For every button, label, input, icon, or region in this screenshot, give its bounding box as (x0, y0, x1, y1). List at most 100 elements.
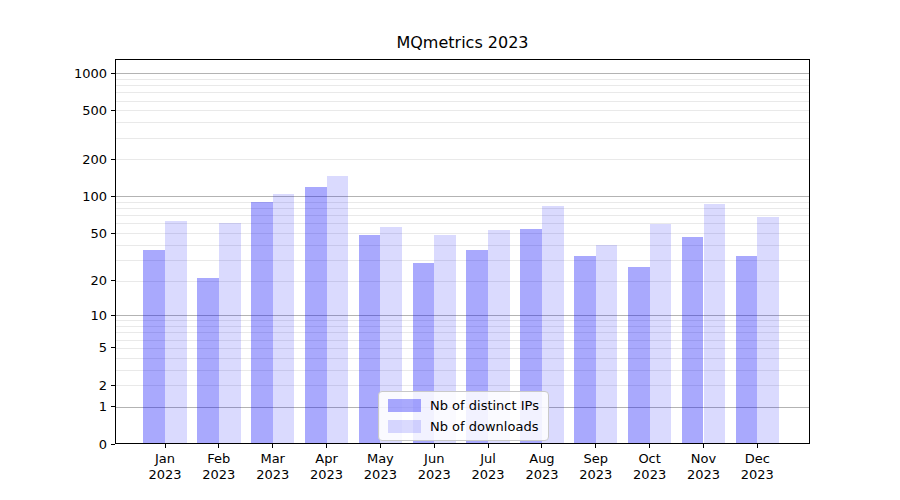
x-tick-mark (380, 444, 381, 448)
legend-label: Nb of distinct IPs (430, 398, 539, 413)
bar (143, 250, 165, 443)
y-gridline-minor (116, 79, 809, 80)
bar (596, 245, 618, 443)
y-tick-label: 20 (47, 274, 107, 287)
x-tick-label: Feb2023 (189, 451, 249, 483)
bar (305, 187, 327, 443)
x-tick-year: 2023 (512, 467, 572, 483)
x-tick-label: Sep2023 (566, 451, 626, 483)
y-tick-label: 10 (47, 309, 107, 322)
x-tick-month: Jan (135, 451, 195, 467)
x-tick-year: 2023 (135, 467, 195, 483)
y-tick-label: 50 (47, 227, 107, 240)
x-tick-label: Jul2023 (458, 451, 518, 483)
chart-title: MQmetrics 2023 (115, 33, 810, 53)
y-tick-mark (111, 347, 115, 348)
y-tick-mark (111, 233, 115, 234)
x-tick-mark (326, 444, 327, 448)
x-tick-month: Jun (404, 451, 464, 467)
x-tick-month: Aug (512, 451, 572, 467)
bar (650, 224, 672, 443)
y-tick-mark (111, 196, 115, 197)
y-gridline-minor (116, 85, 809, 86)
y-tick-label: 2 (47, 379, 107, 392)
bar (219, 223, 241, 443)
legend: Nb of distinct IPs Nb of downloads (378, 391, 549, 441)
x-tick-month: Jul (458, 451, 518, 467)
x-tick-year: 2023 (297, 467, 357, 483)
x-tick-label: Dec2023 (727, 451, 787, 483)
y-tick-mark (111, 444, 115, 445)
x-tick-year: 2023 (243, 467, 303, 483)
x-tick-mark (541, 444, 542, 448)
x-tick-month: Feb (189, 451, 249, 467)
legend-swatch (388, 399, 421, 412)
x-tick-mark (595, 444, 596, 448)
bar (628, 267, 650, 443)
x-tick-year: 2023 (350, 467, 410, 483)
x-tick-label: May2023 (350, 451, 410, 483)
legend-label: Nb of downloads (430, 419, 538, 434)
y-tick-mark (111, 159, 115, 160)
x-tick-year: 2023 (458, 467, 518, 483)
x-tick-month: May (350, 451, 410, 467)
bar (327, 176, 349, 444)
y-tick-label: 5 (47, 341, 107, 354)
y-gridline-minor (116, 110, 809, 111)
x-tick-mark (434, 444, 435, 448)
x-tick-mark (649, 444, 650, 448)
bar (197, 278, 219, 443)
bar (704, 204, 726, 443)
x-tick-year: 2023 (620, 467, 680, 483)
bar (736, 256, 758, 443)
y-gridline-major (116, 73, 809, 74)
x-tick-label: Aug2023 (512, 451, 572, 483)
bar (757, 217, 779, 443)
x-tick-mark (272, 444, 273, 448)
y-gridline-minor (116, 159, 809, 160)
y-tick-label: 500 (47, 104, 107, 117)
y-tick-mark (111, 280, 115, 281)
y-tick-label: 1000 (47, 67, 107, 80)
legend-item: Nb of downloads (388, 418, 539, 435)
y-tick-label: 100 (47, 190, 107, 203)
y-tick-mark (111, 385, 115, 386)
x-tick-mark (757, 444, 758, 448)
x-tick-year: 2023 (189, 467, 249, 483)
x-tick-mark (218, 444, 219, 448)
plot-canvas (116, 60, 809, 443)
y-gridline-minor (116, 92, 809, 93)
x-tick-label: Oct2023 (620, 451, 680, 483)
y-tick-label: 0 (47, 438, 107, 451)
x-tick-mark (703, 444, 704, 448)
x-tick-label: Nov2023 (674, 451, 734, 483)
x-tick-month: Mar (243, 451, 303, 467)
x-tick-month: Oct (620, 451, 680, 467)
x-tick-year: 2023 (566, 467, 626, 483)
y-tick-label: 1 (47, 400, 107, 413)
x-tick-mark (165, 444, 166, 448)
x-tick-month: Dec (727, 451, 787, 467)
x-tick-label: Mar2023 (243, 451, 303, 483)
plot-area: Nb of distinct IPs Nb of downloads (115, 59, 810, 444)
x-tick-label: Jan2023 (135, 451, 195, 483)
legend-swatch (388, 420, 421, 433)
y-tick-mark (111, 73, 115, 74)
bar (682, 237, 704, 443)
y-tick-mark (111, 110, 115, 111)
y-tick-mark (111, 406, 115, 407)
x-tick-mark (488, 444, 489, 448)
bar (251, 202, 273, 443)
y-gridline-major (116, 196, 809, 197)
y-gridline-minor (116, 101, 809, 102)
x-tick-year: 2023 (727, 467, 787, 483)
legend-item: Nb of distinct IPs (388, 397, 539, 414)
y-gridline-minor (116, 122, 809, 123)
bar (574, 256, 596, 443)
x-tick-year: 2023 (404, 467, 464, 483)
x-tick-label: Jun2023 (404, 451, 464, 483)
chart-figure: MQmetrics 2023 Nb of distinct IPsNb of d… (0, 0, 900, 500)
y-gridline-minor (116, 138, 809, 139)
bar (273, 194, 295, 443)
y-tick-mark (111, 315, 115, 316)
